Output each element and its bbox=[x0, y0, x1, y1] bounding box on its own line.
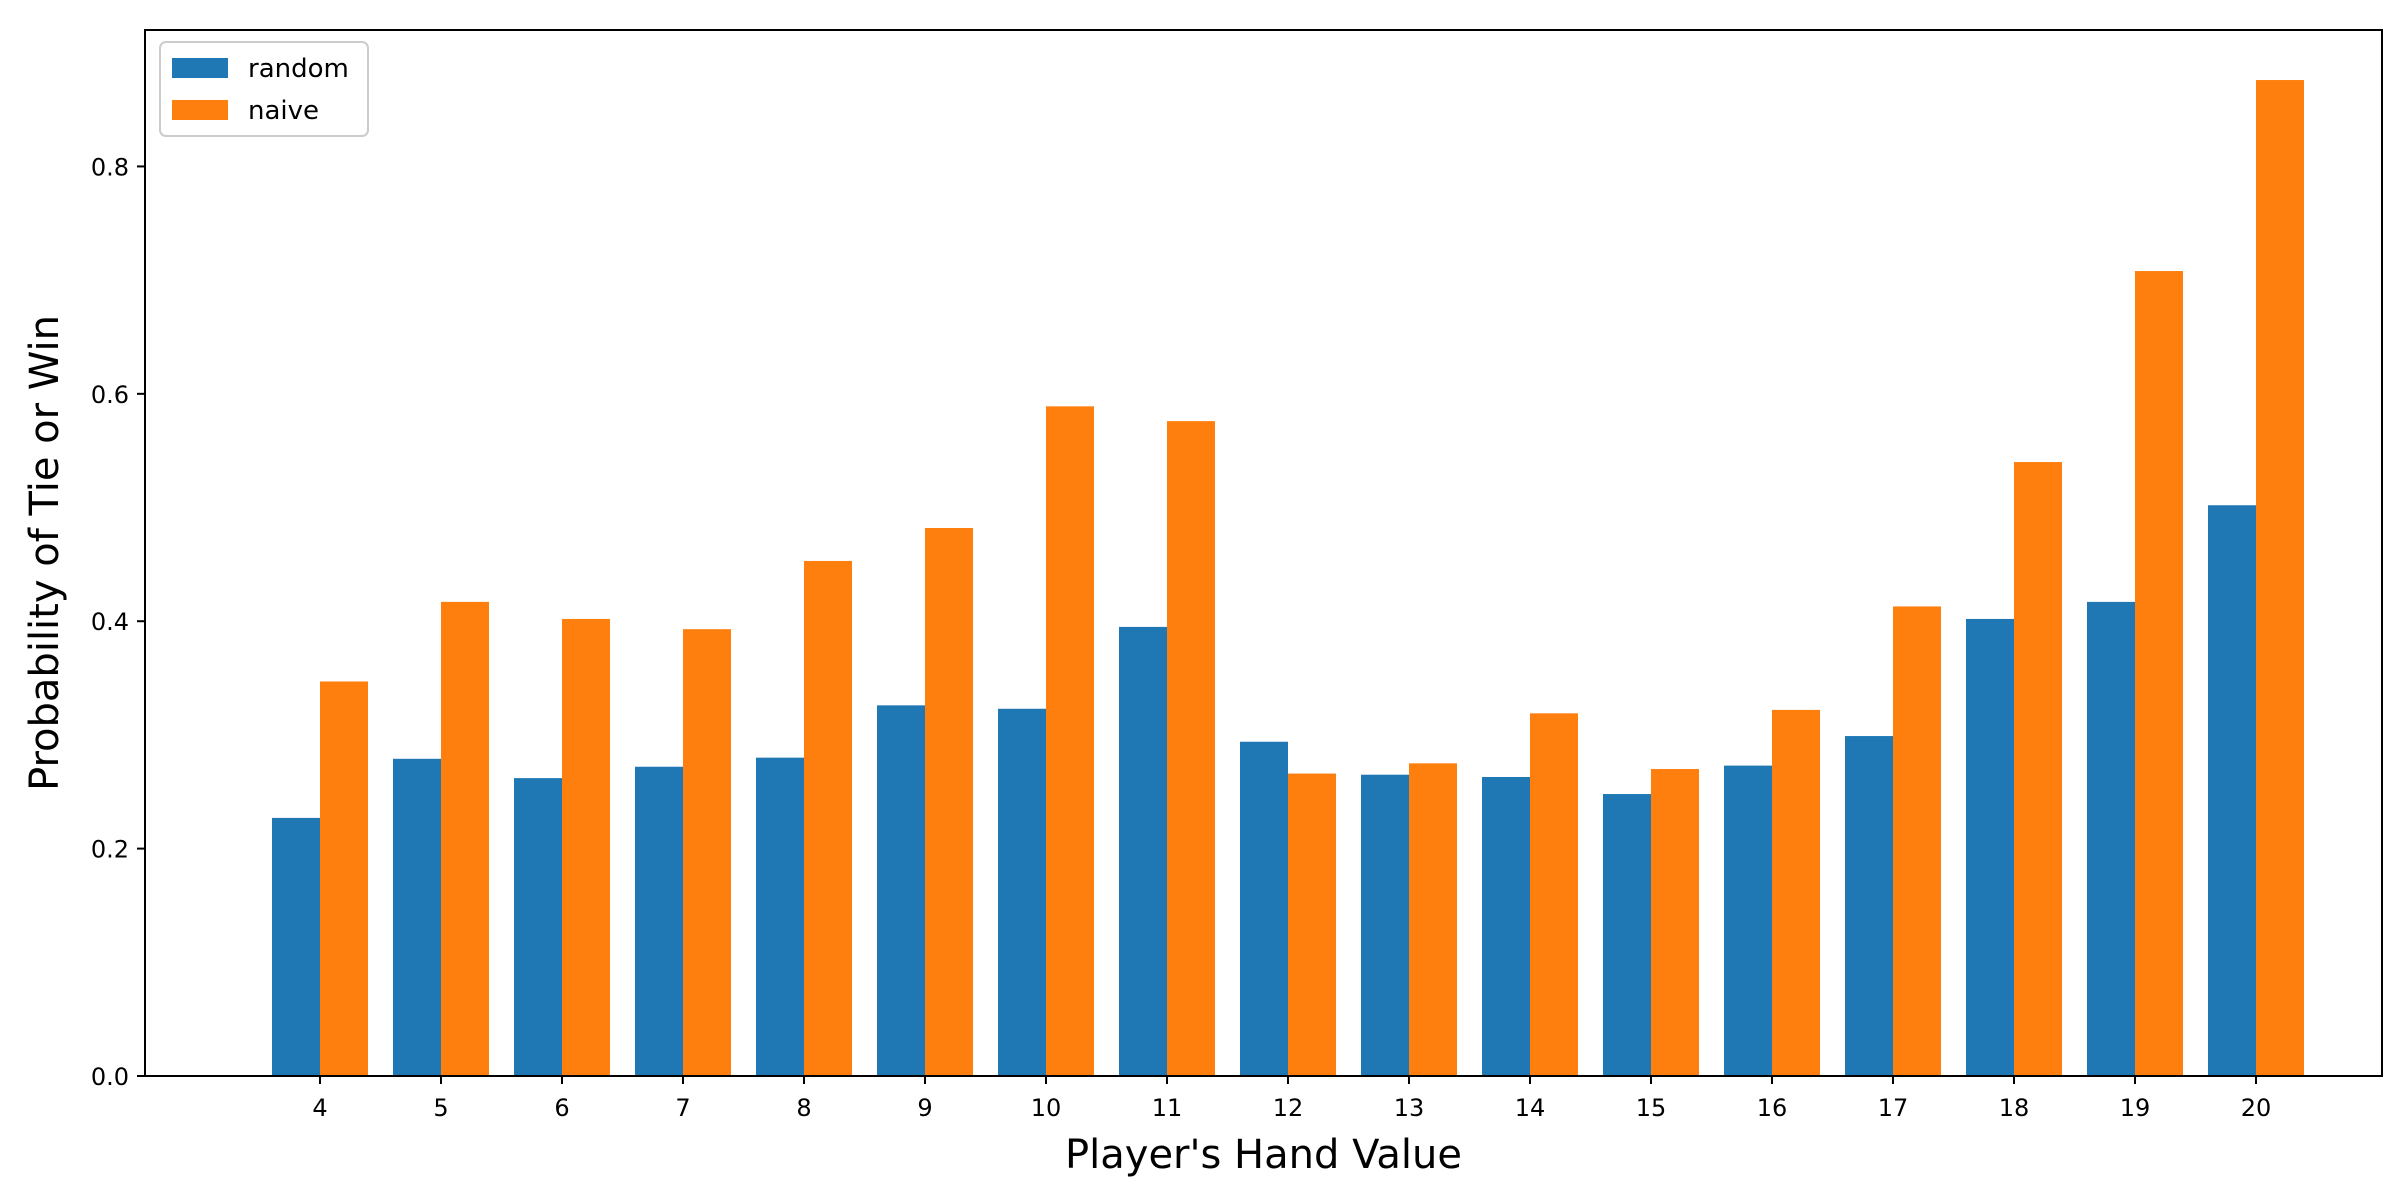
bar-random-16 bbox=[1724, 765, 1772, 1076]
bar-naive-19 bbox=[2135, 271, 2183, 1076]
y-tick-label: 0.6 bbox=[91, 381, 129, 409]
bar-naive-12 bbox=[1288, 773, 1336, 1076]
x-tick-label: 16 bbox=[1757, 1094, 1788, 1122]
bar-naive-13 bbox=[1409, 763, 1457, 1076]
bar-naive-15 bbox=[1651, 769, 1699, 1076]
legend-swatch-random bbox=[172, 58, 228, 78]
bar-random-11 bbox=[1119, 626, 1167, 1076]
bar-random-15 bbox=[1603, 794, 1651, 1076]
x-tick-label: 13 bbox=[1394, 1094, 1425, 1122]
bar-random-19 bbox=[2087, 601, 2135, 1076]
bar-random-12 bbox=[1240, 741, 1288, 1076]
x-tick-label: 20 bbox=[2241, 1094, 2272, 1122]
bar-naive-7 bbox=[683, 629, 731, 1076]
bar-random-13 bbox=[1361, 774, 1409, 1076]
bar-random-4 bbox=[272, 817, 320, 1076]
bar-random-17 bbox=[1845, 736, 1893, 1076]
x-axis-label: Player's Hand Value bbox=[1065, 1132, 1462, 1178]
y-axis-ticks: 0.0 0.2 0.4 0.6 0.8 bbox=[91, 153, 145, 1091]
y-axis-label: Probability of Tie or Win bbox=[22, 315, 68, 791]
legend-label-random: random bbox=[248, 54, 349, 84]
x-tick-label: 17 bbox=[1878, 1094, 1909, 1122]
legend-swatch-naive bbox=[172, 100, 228, 120]
y-tick-label: 0.0 bbox=[91, 1063, 129, 1091]
x-tick-label: 8 bbox=[796, 1094, 811, 1122]
bar-random-9 bbox=[877, 705, 925, 1076]
legend-label-naive: naive bbox=[248, 96, 319, 126]
bar-random-8 bbox=[756, 757, 804, 1076]
x-tick-label: 4 bbox=[312, 1094, 327, 1122]
bar-random-5 bbox=[393, 758, 441, 1076]
bar-naive-18 bbox=[2014, 462, 2062, 1077]
x-tick-label: 14 bbox=[1515, 1094, 1546, 1122]
bar-naive-16 bbox=[1772, 709, 1820, 1076]
x-tick-label: 5 bbox=[433, 1094, 448, 1122]
bar-random-10 bbox=[998, 708, 1046, 1076]
x-tick-label: 10 bbox=[1031, 1094, 1062, 1122]
bar-naive-20 bbox=[2256, 80, 2304, 1077]
bar-naive-5 bbox=[441, 601, 489, 1076]
bar-naive-9 bbox=[925, 527, 973, 1076]
x-axis-ticks: 4 5 6 7 8 9 10 11 12 13 14 15 16 17 18 19 20 bbox=[312, 1076, 2271, 1122]
y-tick-label: 0.8 bbox=[91, 153, 129, 181]
bar-random-14 bbox=[1482, 776, 1530, 1076]
y-tick-label: 0.4 bbox=[91, 608, 129, 636]
y-tick-label: 0.2 bbox=[91, 836, 129, 864]
bar-naive-6 bbox=[562, 618, 610, 1076]
bar-random-6 bbox=[514, 778, 562, 1076]
bar-naive-10 bbox=[1046, 406, 1094, 1076]
bar-random-7 bbox=[635, 766, 683, 1076]
bar-random-20 bbox=[2208, 505, 2256, 1077]
bar-random-18 bbox=[1966, 618, 2014, 1076]
x-tick-label: 6 bbox=[554, 1094, 569, 1122]
bar-naive-17 bbox=[1893, 606, 1941, 1076]
bar-naive-8 bbox=[804, 560, 852, 1076]
bar-naive-14 bbox=[1530, 713, 1578, 1076]
legend: random naive bbox=[159, 41, 369, 137]
bar-naive-11 bbox=[1167, 421, 1215, 1076]
bar-naive-4 bbox=[320, 681, 368, 1076]
x-tick-label: 18 bbox=[1999, 1094, 2030, 1122]
x-tick-label: 12 bbox=[1273, 1094, 1304, 1122]
plot-frame bbox=[144, 29, 2383, 1077]
x-tick-label: 7 bbox=[675, 1094, 690, 1122]
x-tick-label: 19 bbox=[2120, 1094, 2151, 1122]
x-tick-label: 11 bbox=[1152, 1094, 1183, 1122]
x-tick-label: 15 bbox=[1636, 1094, 1667, 1122]
x-tick-label: 9 bbox=[917, 1094, 932, 1122]
bars-group bbox=[272, 80, 2304, 1077]
